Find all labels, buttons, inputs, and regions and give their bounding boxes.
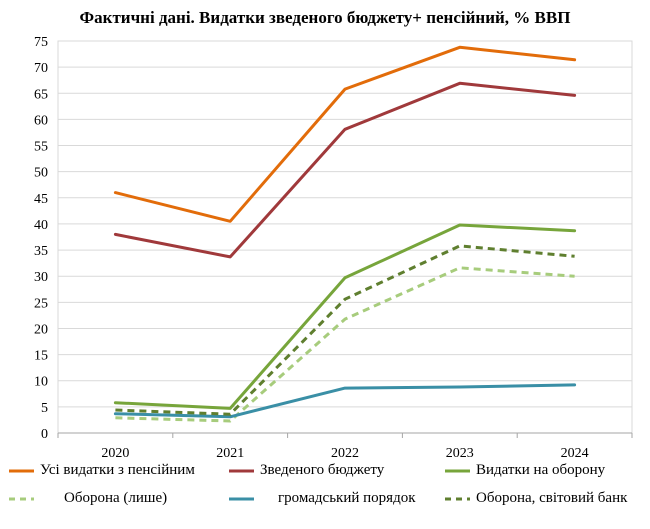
y-tick-label: 65 [34, 87, 48, 102]
y-tick-label: 75 [34, 35, 48, 50]
series-lines [113, 45, 577, 423]
chart-title: Фактичні дані. Видатки зведеного бюджету… [79, 8, 571, 27]
y-tick-label: 15 [34, 349, 48, 364]
legend-label: Оборона (лише) [64, 490, 168, 506]
legend-item: Оборона (лише) [8, 490, 167, 507]
legend-label: Видатки на оборону [476, 462, 606, 478]
series-line-4 [115, 266, 575, 423]
tick-labels: 0 5 10 15 20 25 30 35 40 45 50 55 60 65 70 75 2020 2021 20… [34, 35, 589, 460]
legend-swatch [229, 469, 254, 472]
y-tick-label: 10 [34, 375, 48, 390]
legend-swatch [229, 497, 254, 500]
y-tick-label: 50 [34, 166, 48, 181]
legend-item: громадський порядок [228, 490, 415, 507]
x-tick-label: 2021 [216, 446, 244, 460]
series-line-1 [113, 45, 577, 223]
series-line-5 [113, 383, 577, 419]
y-tick-label: 60 [34, 113, 48, 128]
series-line-6 [115, 244, 575, 416]
x-tick-label: 2022 [331, 446, 359, 460]
series-line-2 [113, 81, 577, 259]
y-tick-label: 30 [34, 270, 48, 285]
y-tick-label: 0 [41, 427, 48, 442]
legend-item: Видатки на оборону [444, 462, 605, 479]
legend-label: Зведеного бюджету [260, 462, 385, 478]
chart-legend: Усі видатки з пенсійним Зведеного бюджету… [0, 462, 650, 522]
y-tick-label: 40 [34, 218, 48, 233]
y-tick-label: 35 [34, 244, 48, 259]
y-tick-label: 70 [34, 61, 48, 76]
y-tick-label: 20 [34, 322, 48, 337]
x-tick-label: 2023 [446, 446, 474, 460]
line-chart: 0 5 10 15 20 25 30 35 40 45 50 55 60 65 70 75 2020 2021 20… [34, 35, 633, 460]
legend-label: громадський порядок [278, 490, 416, 506]
legend-swatch [9, 497, 34, 500]
legend-swatch [445, 469, 470, 472]
axes [57, 40, 633, 438]
y-tick-label: 5 [41, 401, 48, 416]
legend-item: Усі видатки з пенсійним [8, 462, 195, 479]
x-tick-label: 2024 [561, 446, 589, 460]
gridlines [58, 40, 632, 408]
y-tick-label: 25 [34, 296, 48, 311]
legend-item: Зведеного бюджету [228, 462, 384, 479]
legend-item: Оборона, світовий банк [444, 490, 627, 507]
legend-swatch [445, 497, 470, 500]
plot-border [57, 40, 633, 434]
y-tick-label: 55 [34, 140, 48, 155]
legend-label: Усі видатки з пенсійним [40, 462, 195, 478]
legend-swatch [9, 469, 34, 472]
legend-label: Оборона, світовий банк [476, 490, 628, 506]
series-line-3 [113, 223, 577, 410]
y-tick-label: 45 [34, 192, 48, 207]
x-tick-label: 2020 [101, 446, 129, 460]
